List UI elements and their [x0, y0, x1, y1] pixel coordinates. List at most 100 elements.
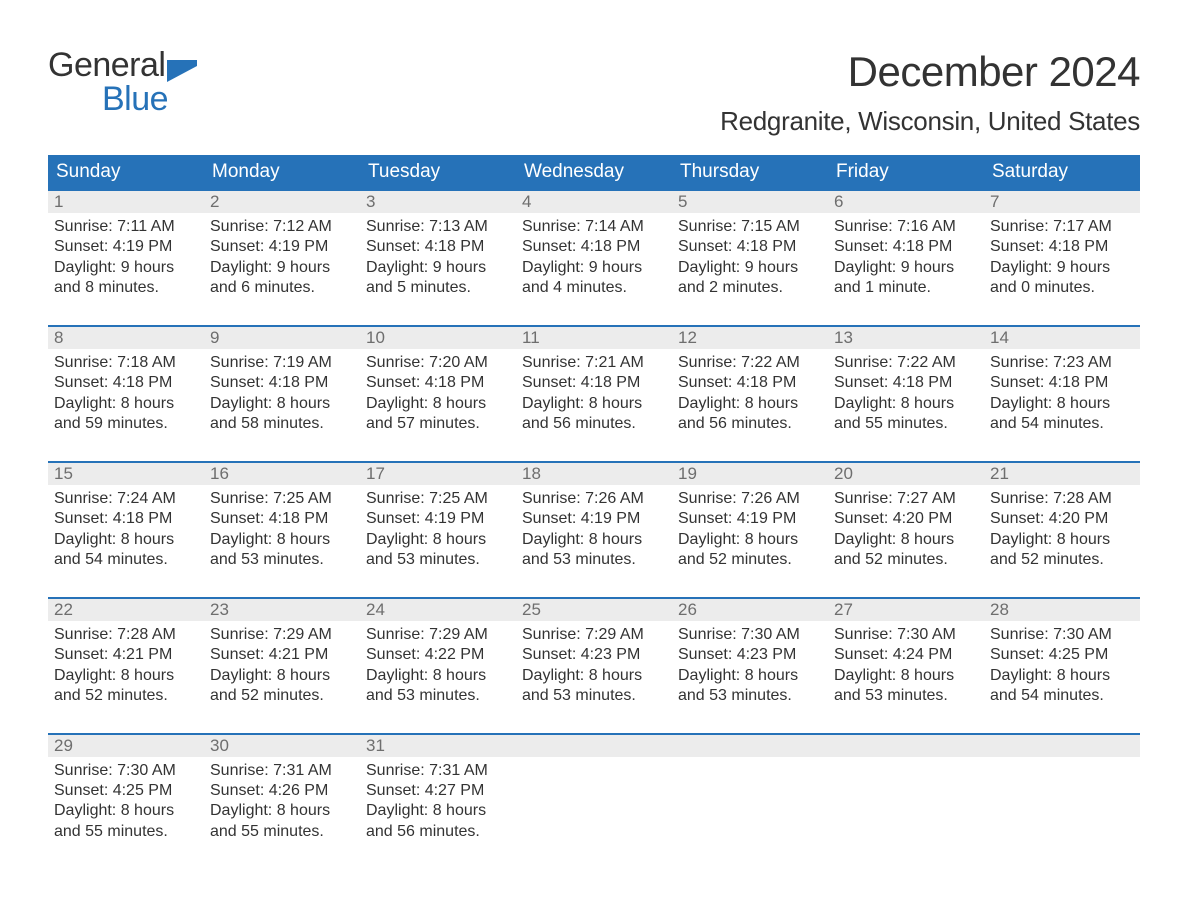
day-number: 26: [672, 600, 697, 620]
calendar-day: [516, 735, 672, 847]
day-number: 18: [516, 464, 541, 484]
sunset-text: Sunset: 4:26 PM: [210, 781, 354, 801]
day-number: 24: [360, 600, 385, 620]
day-number: 7: [984, 192, 999, 212]
day-number: 27: [828, 600, 853, 620]
day-details: Sunrise: 7:24 AMSunset: 4:18 PMDaylight:…: [48, 485, 204, 571]
calendar-day: 10 Sunrise: 7:20 AMSunset: 4:18 PMDayligh…: [360, 327, 516, 439]
day-number-row: 15: [48, 463, 204, 485]
day-details: Sunrise: 7:15 AMSunset: 4:18 PMDaylight:…: [672, 213, 828, 299]
day-number-row: 12: [672, 327, 828, 349]
calendar-week: 1Sunrise: 7:11 AMSunset: 4:19 PMDaylight…: [48, 189, 1140, 303]
daylight-line-2: and 5 minutes.: [366, 278, 510, 298]
day-number-row: 31: [360, 735, 516, 757]
day-number: 10: [360, 328, 385, 348]
sunrise-text: Sunrise: 7:20 AM: [366, 353, 510, 373]
sunrise-text: Sunrise: 7:24 AM: [54, 489, 198, 509]
day-number-row: 2: [204, 191, 360, 213]
day-number-row: 27: [828, 599, 984, 621]
sunset-text: Sunset: 4:19 PM: [522, 509, 666, 529]
day-details: Sunrise: 7:11 AMSunset: 4:19 PMDaylight:…: [48, 213, 204, 299]
sunrise-text: Sunrise: 7:19 AM: [210, 353, 354, 373]
daylight-line-1: Daylight: 8 hours: [678, 666, 822, 686]
day-number-row: 26: [672, 599, 828, 621]
daylight-line-1: Daylight: 8 hours: [990, 394, 1134, 414]
sunrise-text: Sunrise: 7:22 AM: [678, 353, 822, 373]
day-number-row: 11: [516, 327, 672, 349]
daylight-line-1: Daylight: 8 hours: [990, 530, 1134, 550]
day-details: Sunrise: 7:30 AMSunset: 4:24 PMDaylight:…: [828, 621, 984, 707]
day-details: Sunrise: 7:29 AMSunset: 4:23 PMDaylight:…: [516, 621, 672, 707]
sunrise-text: Sunrise: 7:29 AM: [210, 625, 354, 645]
daylight-line-2: and 52 minutes.: [210, 686, 354, 706]
sunrise-text: Sunrise: 7:14 AM: [522, 217, 666, 237]
daylight-line-1: Daylight: 9 hours: [990, 258, 1134, 278]
sunset-text: Sunset: 4:25 PM: [990, 645, 1134, 665]
daylight-line-1: Daylight: 8 hours: [54, 666, 198, 686]
sunset-text: Sunset: 4:18 PM: [990, 237, 1134, 257]
day-number: 15: [48, 464, 73, 484]
calendar-day: 30Sunrise: 7:31 AMSunset: 4:26 PMDayligh…: [204, 735, 360, 847]
day-details: Sunrise: 7:26 AMSunset: 4:19 PMDaylight:…: [516, 485, 672, 571]
calendar-day: 2Sunrise: 7:12 AMSunset: 4:19 PMDaylight…: [204, 191, 360, 303]
daylight-line-1: Daylight: 9 hours: [54, 258, 198, 278]
sunset-text: Sunset: 4:27 PM: [366, 781, 510, 801]
day-details: Sunrise: 7:18 AMSunset: 4:18 PMDaylight:…: [48, 349, 204, 435]
dow-wednesday: Wednesday: [516, 155, 672, 189]
day-number: 22: [48, 600, 73, 620]
calendar: Sunday Monday Tuesday Wednesday Thursday…: [48, 155, 1140, 846]
calendar-week: 15Sunrise: 7:24 AMSunset: 4:18 PMDayligh…: [48, 461, 1140, 575]
sunrise-text: Sunrise: 7:28 AM: [990, 489, 1134, 509]
daylight-line-1: Daylight: 8 hours: [210, 666, 354, 686]
sunset-text: Sunset: 4:18 PM: [54, 509, 198, 529]
daylight-line-1: Daylight: 9 hours: [834, 258, 978, 278]
day-number: 19: [672, 464, 697, 484]
sunset-text: Sunset: 4:18 PM: [366, 237, 510, 257]
calendar-day: 1Sunrise: 7:11 AMSunset: 4:19 PMDaylight…: [48, 191, 204, 303]
calendar-day: 4Sunrise: 7:14 AMSunset: 4:18 PMDaylight…: [516, 191, 672, 303]
calendar-day: 5Sunrise: 7:15 AMSunset: 4:18 PMDaylight…: [672, 191, 828, 303]
daylight-line-2: and 54 minutes.: [54, 550, 198, 570]
day-number-row: 8: [48, 327, 204, 349]
calendar-week: 22Sunrise: 7:28 AMSunset: 4:21 PMDayligh…: [48, 597, 1140, 711]
sunset-text: Sunset: 4:18 PM: [522, 373, 666, 393]
daylight-line-2: and 57 minutes.: [366, 414, 510, 434]
day-number-row: 17: [360, 463, 516, 485]
day-number-row: 22: [48, 599, 204, 621]
daylight-line-2: and 4 minutes.: [522, 278, 666, 298]
daylight-line-1: Daylight: 9 hours: [210, 258, 354, 278]
sunset-text: Sunset: 4:18 PM: [366, 373, 510, 393]
day-number-row: 28: [984, 599, 1140, 621]
day-number-row: 21: [984, 463, 1140, 485]
daylight-line-2: and 53 minutes.: [522, 686, 666, 706]
day-number-row: 5: [672, 191, 828, 213]
day-details: Sunrise: 7:23 AMSunset: 4:18 PMDaylight:…: [984, 349, 1140, 435]
daylight-line-1: Daylight: 8 hours: [366, 394, 510, 414]
daylight-line-1: Daylight: 9 hours: [522, 258, 666, 278]
day-details: Sunrise: 7:29 AMSunset: 4:22 PMDaylight:…: [360, 621, 516, 707]
daylight-line-1: Daylight: 8 hours: [366, 666, 510, 686]
day-number: 9: [204, 328, 219, 348]
daylight-line-1: Daylight: 8 hours: [990, 666, 1134, 686]
calendar-day: 24Sunrise: 7:29 AMSunset: 4:22 PMDayligh…: [360, 599, 516, 711]
daylight-line-2: and 53 minutes.: [366, 686, 510, 706]
calendar-day: 6Sunrise: 7:16 AMSunset: 4:18 PMDaylight…: [828, 191, 984, 303]
daylight-line-1: Daylight: 8 hours: [522, 666, 666, 686]
daylight-line-2: and 6 minutes.: [210, 278, 354, 298]
sunrise-text: Sunrise: 7:27 AM: [834, 489, 978, 509]
calendar-day: 14Sunrise: 7:23 AMSunset: 4:18 PMDayligh…: [984, 327, 1140, 439]
day-details: Sunrise: 7:30 AMSunset: 4:25 PMDaylight:…: [48, 757, 204, 843]
daylight-line-1: Daylight: 8 hours: [54, 801, 198, 821]
sunrise-text: Sunrise: 7:31 AM: [210, 761, 354, 781]
day-number: 28: [984, 600, 1009, 620]
daylight-line-1: Daylight: 8 hours: [522, 394, 666, 414]
day-details: Sunrise: 7:31 AMSunset: 4:26 PMDaylight:…: [204, 757, 360, 843]
sunset-text: Sunset: 4:20 PM: [990, 509, 1134, 529]
day-details: [828, 757, 984, 827]
day-number: 23: [204, 600, 229, 620]
daylight-line-2: and 52 minutes.: [678, 550, 822, 570]
sunset-text: Sunset: 4:19 PM: [366, 509, 510, 529]
calendar-day: 28Sunrise: 7:30 AMSunset: 4:25 PMDayligh…: [984, 599, 1140, 711]
day-number: 20: [828, 464, 853, 484]
daylight-line-1: Daylight: 9 hours: [678, 258, 822, 278]
